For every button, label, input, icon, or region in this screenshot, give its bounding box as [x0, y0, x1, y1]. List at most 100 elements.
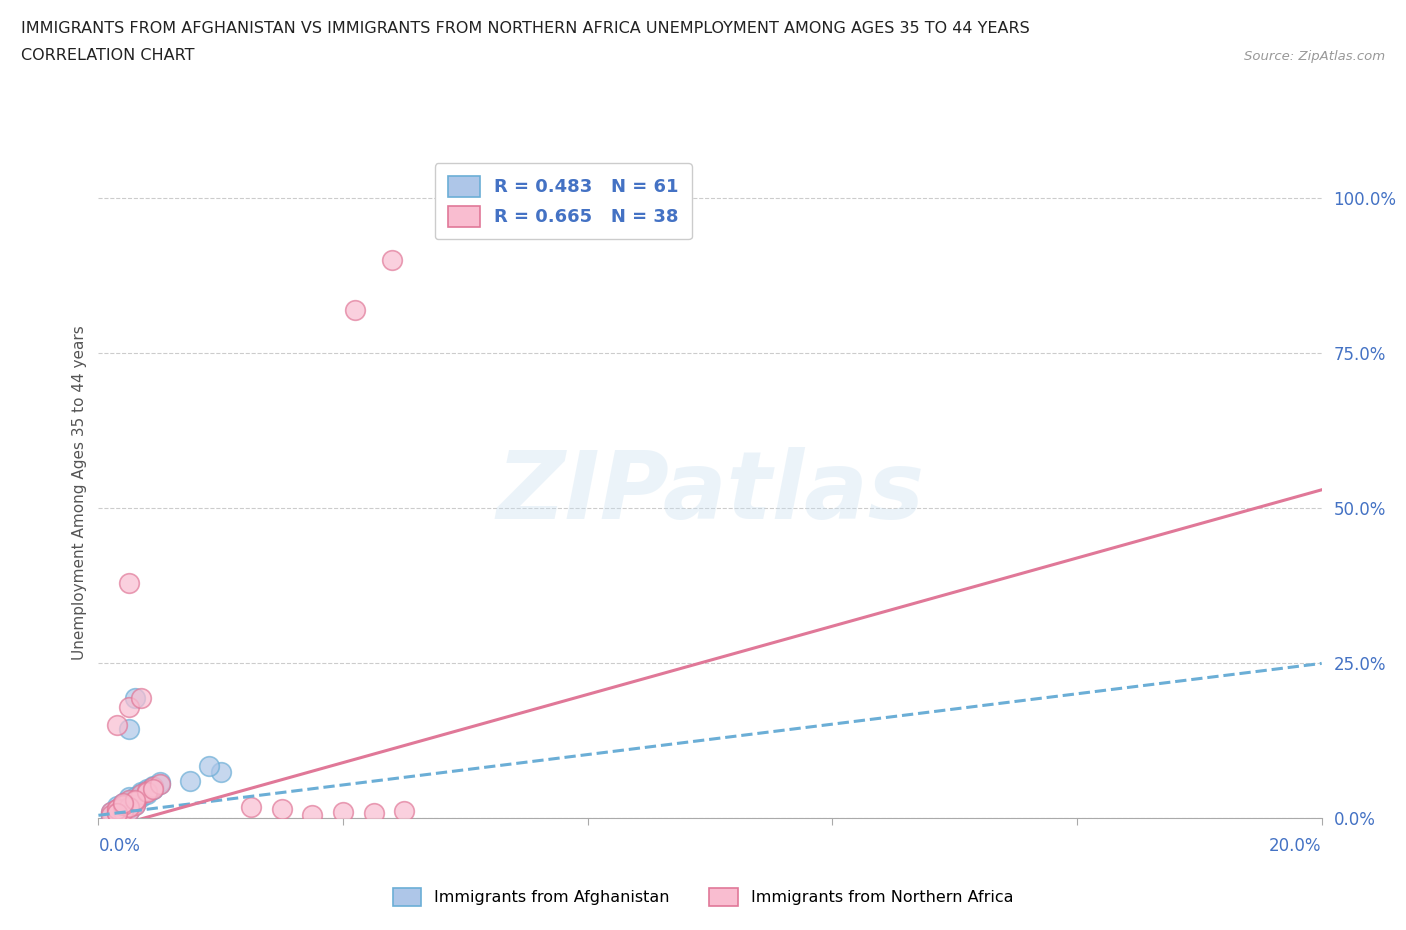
Point: [124, 792, 146, 807]
Point: [124, 795, 146, 810]
Legend: Immigrants from Afghanistan, Immigrants from Northern Africa: Immigrants from Afghanistan, Immigrants …: [387, 882, 1019, 912]
Point: [124, 690, 146, 705]
Point: [124, 792, 146, 807]
Point: [124, 793, 146, 808]
Point: [124, 790, 146, 804]
Point: [142, 781, 165, 796]
Point: [111, 800, 134, 815]
Point: [105, 802, 128, 817]
Point: [142, 781, 165, 796]
Point: [124, 797, 146, 812]
Point: [100, 804, 122, 819]
Point: [105, 804, 128, 819]
Point: [332, 804, 354, 819]
Point: [149, 775, 172, 790]
Point: [105, 718, 128, 733]
Point: [111, 806, 134, 821]
Point: [105, 806, 128, 821]
Point: [136, 786, 159, 801]
Point: [142, 778, 165, 793]
Point: [179, 774, 201, 789]
Y-axis label: Unemployment Among Ages 35 to 44 years: Unemployment Among Ages 35 to 44 years: [72, 326, 87, 660]
Point: [100, 809, 122, 824]
Point: [118, 793, 141, 808]
Point: [129, 786, 152, 801]
Point: [105, 802, 128, 817]
Point: [124, 795, 146, 810]
Point: [111, 795, 134, 810]
Point: [124, 793, 146, 808]
Point: [111, 804, 134, 819]
Point: [149, 777, 172, 791]
Point: [129, 785, 152, 800]
Point: [344, 302, 367, 317]
Point: [136, 785, 159, 800]
Point: [111, 797, 134, 812]
Point: [118, 804, 141, 818]
Point: [105, 807, 128, 822]
Point: [142, 781, 165, 796]
Point: [118, 699, 141, 714]
Point: [136, 784, 159, 799]
Point: [209, 764, 232, 779]
Point: [100, 804, 122, 819]
Point: [100, 808, 122, 823]
Point: [105, 806, 128, 821]
Point: [105, 806, 128, 821]
Point: [118, 576, 141, 591]
Point: [136, 781, 159, 796]
Point: [118, 800, 141, 815]
Point: [301, 808, 323, 823]
Point: [124, 797, 146, 812]
Point: [105, 799, 128, 814]
Point: [129, 786, 152, 801]
Point: [105, 804, 128, 819]
Point: [129, 690, 152, 705]
Text: CORRELATION CHART: CORRELATION CHART: [21, 48, 194, 63]
Point: [111, 797, 134, 812]
Point: [270, 802, 292, 817]
Point: [124, 791, 146, 806]
Point: [105, 802, 128, 817]
Point: [111, 802, 134, 817]
Point: [136, 785, 159, 800]
Point: [100, 808, 122, 823]
Point: [111, 797, 134, 812]
Point: [111, 795, 134, 810]
Point: [105, 803, 128, 817]
Point: [118, 800, 141, 815]
Point: [111, 804, 134, 818]
Point: [118, 721, 141, 736]
Point: [381, 253, 404, 268]
Point: [124, 795, 146, 810]
Point: [142, 780, 165, 795]
Point: [136, 783, 159, 798]
Point: [142, 780, 165, 795]
Point: [129, 786, 152, 801]
Text: Source: ZipAtlas.com: Source: ZipAtlas.com: [1244, 50, 1385, 63]
Point: [149, 777, 172, 791]
Point: [197, 758, 219, 773]
Point: [118, 790, 141, 804]
Point: [111, 802, 134, 817]
Point: [118, 799, 141, 814]
Point: [129, 788, 152, 803]
Point: [118, 792, 141, 807]
Point: [240, 800, 263, 815]
Point: [392, 804, 416, 818]
Point: [111, 800, 134, 815]
Point: [124, 792, 146, 807]
Point: [363, 806, 385, 821]
Point: [129, 788, 152, 803]
Text: 0.0%: 0.0%: [98, 837, 141, 855]
Point: [105, 806, 128, 821]
Point: [111, 804, 134, 818]
Point: [142, 780, 165, 795]
Text: ZIPatlas: ZIPatlas: [496, 447, 924, 538]
Point: [111, 806, 134, 821]
Point: [118, 804, 141, 818]
Point: [118, 792, 141, 807]
Point: [105, 802, 128, 817]
Point: [136, 785, 159, 800]
Point: [118, 800, 141, 815]
